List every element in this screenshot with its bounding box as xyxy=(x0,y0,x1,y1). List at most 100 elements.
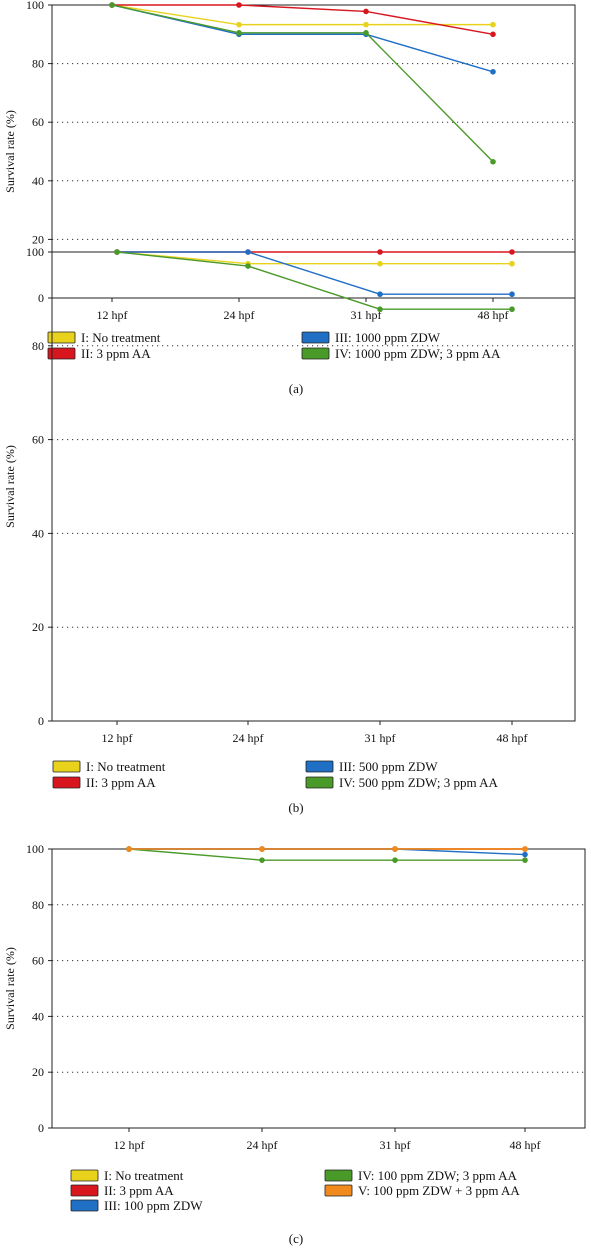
plot-frame xyxy=(51,4,576,299)
legend-label-3: III: 500 ppm ZDW xyxy=(339,759,438,774)
y-tick-label: 60 xyxy=(32,433,44,447)
x-tick-label: 24 hpf xyxy=(233,731,264,745)
x-tick-label: 48 hpf xyxy=(510,1138,541,1152)
x-tick-label: 48 hpf xyxy=(478,308,509,322)
legend-label-3: III: 1000 ppm ZDW xyxy=(335,330,441,345)
legend-swatch-1 xyxy=(52,760,81,773)
y-tick-label: 40 xyxy=(32,174,44,188)
data-point-s3-4 xyxy=(509,291,515,298)
data-point-s2-3 xyxy=(363,8,369,15)
y-tick-label: 20 xyxy=(32,232,44,246)
y-axis-label: Survival rate (%) xyxy=(3,947,17,1030)
legend-swatch-2 xyxy=(70,1184,99,1197)
data-point-s3-4 xyxy=(490,69,496,75)
data-point-s4-4 xyxy=(509,306,515,313)
data-point-s2-2 xyxy=(236,2,242,8)
legend-label-1: I: No treatment xyxy=(86,759,166,774)
y-tick-label: 0 xyxy=(38,291,44,305)
x-tick-label: 12 hpf xyxy=(97,308,128,322)
y-tick-label: 60 xyxy=(32,115,44,129)
legend-label-4: IV: 1000 ppm ZDW; 3 ppm AA xyxy=(335,346,501,361)
legend-swatch-3 xyxy=(70,1199,99,1212)
panel-label: (b) xyxy=(288,800,303,815)
y-tick-label: 20 xyxy=(32,620,44,634)
legend-label-2: II: 3 ppm AA xyxy=(104,1183,174,1198)
legend-swatch-3 xyxy=(301,331,330,344)
data-point-s2-4 xyxy=(490,31,496,38)
data-point-s4-3 xyxy=(392,857,398,863)
x-tick-label: 12 hpf xyxy=(114,1138,145,1152)
x-tick-label: 24 hpf xyxy=(224,308,255,322)
legend-label-3: III: 100 ppm ZDW xyxy=(104,1198,203,1213)
x-tick-label: 31 hpf xyxy=(351,308,382,322)
y-tick-label: 0 xyxy=(38,1121,44,1135)
data-point-s4-2 xyxy=(259,857,265,863)
data-point-s4-2 xyxy=(236,30,242,36)
y-tick-label: 40 xyxy=(32,1009,44,1023)
plot-frame xyxy=(51,848,586,1129)
legend-swatch-3 xyxy=(305,760,334,773)
legend-swatch-4 xyxy=(324,1169,353,1182)
survival-chart-a: 0 20 40 60 80 100 12 hpf 24 hpf 31 hpf 48 hpf Surv… xyxy=(3,0,576,396)
x-tick-label: 48 hpf xyxy=(497,731,528,745)
data-point-s3-2 xyxy=(245,249,251,255)
y-tick-label: 100 xyxy=(26,245,44,259)
data-point-s4-1 xyxy=(109,2,115,8)
series-line-4 xyxy=(111,4,494,163)
x-tick-label: 12 hpf xyxy=(102,731,133,745)
data-point-s4-3 xyxy=(363,30,369,36)
series-line-4 xyxy=(128,848,525,861)
data-point-s1-4 xyxy=(490,21,496,28)
x-tick-label: 24 hpf xyxy=(247,1138,278,1152)
data-point-s1-3 xyxy=(377,260,383,267)
legend-label-4: IV: 100 ppm ZDW; 3 ppm AA xyxy=(358,1168,517,1183)
data-point-s5-1 xyxy=(126,846,132,852)
series-line-3 xyxy=(111,4,494,73)
data-point-s5-4 xyxy=(522,846,528,852)
x-tick-label: 31 hpf xyxy=(380,1138,411,1152)
legend-swatch-1 xyxy=(47,331,76,344)
data-point-s4-2 xyxy=(245,263,251,269)
survival-chart-c: 0 20 40 60 80 100 12 hpf 24 hpf 31 hpf 48 hpf Surv… xyxy=(3,842,586,1246)
panel-label: (c) xyxy=(289,1231,303,1246)
survival-chart-b: 0 20 40 60 80 100 12 hpf 24 hpf 31 hpf 48 hpf Surv… xyxy=(3,245,576,815)
y-axis-label: Survival rate (%) xyxy=(3,445,17,528)
data-point-s1-3 xyxy=(363,21,369,28)
legend-swatch-1 xyxy=(70,1169,99,1182)
series-line-1 xyxy=(116,251,512,265)
panel-label: (a) xyxy=(289,381,303,396)
legend-label-2: II: 3 ppm AA xyxy=(81,346,151,361)
data-point-s5-3 xyxy=(392,846,398,852)
data-point-s4-4 xyxy=(522,857,528,863)
data-point-s4-4 xyxy=(490,158,496,165)
data-point-s4-1 xyxy=(114,249,120,255)
legend-swatch-5 xyxy=(324,1184,353,1197)
data-point-s1-4 xyxy=(509,260,515,267)
legend-label-5: V: 100 ppm ZDW + 3 ppm AA xyxy=(358,1183,520,1198)
data-point-s3-3 xyxy=(377,291,383,298)
series-line-2 xyxy=(112,4,494,35)
y-tick-label: 20 xyxy=(32,1065,44,1079)
legend-swatch-2 xyxy=(52,776,81,789)
series-line-4 xyxy=(116,251,512,310)
data-point-s1-2 xyxy=(236,21,242,28)
legend-swatch-4 xyxy=(301,347,330,360)
legend-label-2: II: 3 ppm AA xyxy=(86,775,156,790)
data-point-s5-2 xyxy=(259,846,265,852)
y-tick-label: 80 xyxy=(32,57,44,71)
y-tick-label: 80 xyxy=(32,898,44,912)
legend-label-1: I: No treatment xyxy=(104,1168,184,1183)
data-point-s2-3 xyxy=(377,249,383,255)
y-tick-label: 0 xyxy=(38,714,44,728)
y-tick-label: 60 xyxy=(32,954,44,968)
series-line-3 xyxy=(117,251,512,295)
data-point-s3-4 xyxy=(522,851,528,858)
y-axis-label: Survival rate (%) xyxy=(3,110,17,193)
legend-swatch-4 xyxy=(305,776,334,789)
x-tick-label: 31 hpf xyxy=(365,731,396,745)
legend-label-1: I: No treatment xyxy=(81,330,161,345)
series-line-1 xyxy=(111,4,493,26)
legend-label-4: IV: 500 ppm ZDW; 3 ppm AA xyxy=(339,775,498,790)
data-point-s4-3 xyxy=(377,306,383,313)
y-tick-label: 100 xyxy=(26,0,44,12)
